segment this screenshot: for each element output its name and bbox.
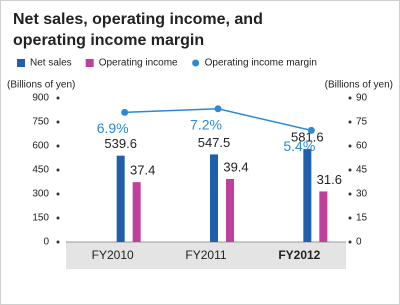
x-tick-label: FY2010 bbox=[92, 248, 134, 262]
y-tick-mark bbox=[56, 216, 60, 220]
value-label: 539.6 bbox=[104, 136, 137, 151]
y-tick-label: 300 bbox=[32, 189, 49, 200]
value-label: 37.4 bbox=[130, 163, 155, 178]
y2-axis-label: (Billions of yen) bbox=[325, 80, 393, 91]
y-tick-mark bbox=[56, 240, 60, 244]
y-tick-label: 150 bbox=[32, 213, 49, 224]
bar bbox=[303, 148, 312, 242]
bar bbox=[319, 191, 328, 242]
y-tick-label: 900 bbox=[32, 93, 49, 104]
bar bbox=[116, 155, 125, 242]
bar bbox=[226, 178, 234, 242]
margin-point bbox=[307, 126, 315, 134]
y-tick-label: 750 bbox=[32, 117, 49, 128]
margin-label: 5.4% bbox=[283, 138, 315, 154]
margin-point bbox=[121, 108, 129, 116]
value-label: 547.5 bbox=[198, 135, 231, 150]
y2-tick-label: 75 bbox=[356, 117, 368, 128]
y2-tick-mark bbox=[348, 192, 352, 196]
y2-tick-mark bbox=[348, 168, 352, 172]
y2-tick-label: 15 bbox=[356, 213, 368, 224]
y2-tick-label: 45 bbox=[356, 165, 368, 176]
legend-label: Net sales bbox=[30, 58, 72, 69]
y-axis-label: (Billions of yen) bbox=[7, 80, 75, 91]
y2-tick-mark bbox=[348, 120, 352, 124]
legend-marker bbox=[192, 59, 200, 67]
legend-label: Operating income bbox=[99, 58, 178, 69]
legend-marker bbox=[17, 59, 25, 67]
y2-tick-mark bbox=[348, 216, 352, 220]
y-tick-label: 0 bbox=[43, 237, 49, 248]
y2-tick-mark bbox=[348, 240, 352, 244]
y-tick-mark bbox=[56, 120, 60, 124]
x-tick-label: FY2012 bbox=[278, 248, 320, 262]
y-tick-mark bbox=[56, 96, 60, 100]
y-tick-label: 450 bbox=[32, 165, 49, 176]
y2-tick-label: 30 bbox=[356, 189, 368, 200]
value-label: 31.6 bbox=[317, 172, 342, 187]
category-band bbox=[66, 242, 346, 269]
legend-marker bbox=[85, 59, 94, 67]
y2-tick-mark bbox=[348, 96, 352, 100]
y-tick-mark bbox=[56, 192, 60, 196]
y-tick-mark bbox=[56, 144, 60, 148]
y2-tick-label: 90 bbox=[356, 93, 368, 104]
y-tick-mark bbox=[56, 168, 60, 172]
value-label: 581.6 bbox=[291, 129, 324, 144]
value-label: 39.4 bbox=[223, 159, 248, 174]
y2-tick-label: 0 bbox=[356, 237, 362, 248]
chart-title: Net sales, operating income, and operati… bbox=[13, 11, 263, 49]
x-tick-label: FY2011 bbox=[185, 248, 226, 262]
bar bbox=[210, 154, 218, 242]
y2-tick-mark bbox=[348, 144, 352, 148]
y2-tick-label: 60 bbox=[356, 141, 368, 152]
bar bbox=[132, 182, 141, 242]
margin-label: 7.2% bbox=[190, 117, 222, 133]
margin-point bbox=[214, 105, 222, 113]
legend-label: Operating income margin bbox=[205, 58, 317, 69]
margin-label: 6.9% bbox=[97, 120, 129, 136]
y-tick-label: 600 bbox=[32, 141, 49, 152]
